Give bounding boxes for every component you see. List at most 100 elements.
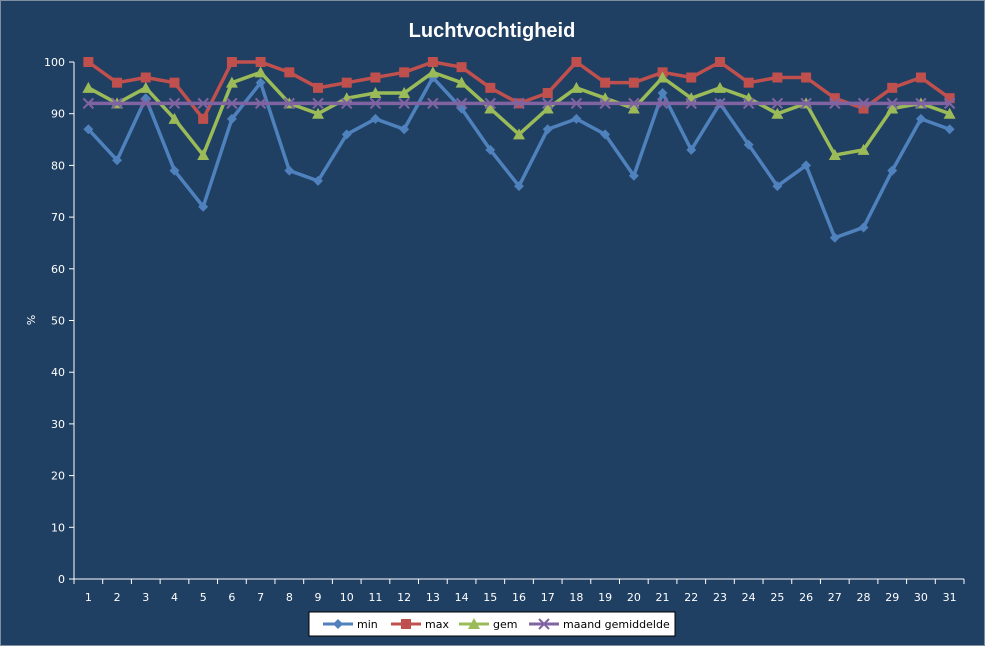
x-tick-label: 25 xyxy=(770,591,784,604)
x-tick-label: 12 xyxy=(397,591,411,604)
data-point xyxy=(542,124,553,135)
data-point xyxy=(485,82,496,93)
legend-label: gem xyxy=(493,618,517,631)
data-point xyxy=(427,57,438,67)
series-line xyxy=(87,60,951,121)
data-point xyxy=(198,113,209,124)
series-max xyxy=(83,57,955,124)
data-point xyxy=(369,87,382,99)
data-point xyxy=(226,113,237,124)
data-point xyxy=(312,107,325,119)
data-point xyxy=(628,97,640,110)
legend-label: max xyxy=(425,618,449,631)
data-point xyxy=(398,87,411,99)
data-point xyxy=(341,97,353,110)
data-point xyxy=(627,102,640,114)
data-point xyxy=(771,97,784,110)
data-point xyxy=(858,103,869,114)
data-point xyxy=(887,82,898,93)
y-tick-label: 30 xyxy=(51,418,65,431)
data-point xyxy=(542,97,554,110)
y-tick-label: 60 xyxy=(51,263,65,276)
y-tick-label: 40 xyxy=(51,366,65,379)
data-point xyxy=(284,165,295,176)
data-point xyxy=(686,144,697,155)
x-tick-label: 6 xyxy=(228,591,235,604)
data-point xyxy=(656,97,669,110)
data-point xyxy=(111,97,123,110)
data-point xyxy=(312,97,324,110)
y-tick-label: 100 xyxy=(44,56,65,69)
data-point xyxy=(599,97,611,110)
data-point xyxy=(857,97,870,110)
data-point xyxy=(628,170,639,181)
data-point xyxy=(943,107,956,119)
data-point xyxy=(742,97,755,110)
x-tick-label: 17 xyxy=(541,591,555,604)
series-layer xyxy=(82,57,956,243)
data-point xyxy=(772,181,783,192)
data-point xyxy=(542,88,553,99)
data-point xyxy=(254,97,267,110)
data-point xyxy=(139,81,152,93)
legend-item: min xyxy=(323,618,378,631)
data-point xyxy=(226,57,237,67)
data-point xyxy=(341,129,352,140)
legend-item: gem xyxy=(459,618,517,631)
series-line xyxy=(87,70,951,157)
x-tick-label: 24 xyxy=(742,591,756,604)
x-tick-label: 2 xyxy=(114,591,121,604)
data-point xyxy=(197,97,209,110)
data-point xyxy=(829,97,841,110)
data-point xyxy=(112,155,123,166)
data-point xyxy=(743,139,754,150)
data-point xyxy=(484,97,496,110)
x-tick-label: 15 xyxy=(483,591,497,604)
y-tick-label: 70 xyxy=(51,211,65,224)
data-point xyxy=(140,72,151,83)
data-point xyxy=(571,113,582,124)
data-point xyxy=(915,72,926,83)
legend-item: maand gemiddelde xyxy=(529,618,670,631)
x-tick-label: 27 xyxy=(828,591,842,604)
legend-label: maand gemiddelde xyxy=(563,618,670,631)
y-tick-label: 90 xyxy=(51,108,65,121)
data-point xyxy=(398,97,410,110)
data-point xyxy=(801,72,812,83)
legend-swatch-marker xyxy=(333,619,343,629)
x-tick-label: 7 xyxy=(257,591,264,604)
data-point xyxy=(456,62,467,73)
data-point xyxy=(943,97,956,110)
data-point xyxy=(313,175,324,186)
y-axis-label: % xyxy=(25,315,38,325)
data-point xyxy=(83,124,94,135)
data-point xyxy=(426,66,439,78)
legend: min max gem maand gemiddelde xyxy=(308,611,676,637)
data-point xyxy=(485,144,496,155)
data-point xyxy=(714,57,725,67)
legend-item: max xyxy=(391,618,449,631)
legend-box xyxy=(308,611,676,637)
data-point xyxy=(657,88,668,99)
data-point xyxy=(168,97,181,110)
data-point xyxy=(455,97,468,110)
data-point xyxy=(370,113,381,124)
data-point xyxy=(169,165,180,176)
data-point xyxy=(829,93,840,104)
y-tick-label: 20 xyxy=(51,470,65,483)
series-gem xyxy=(82,66,956,161)
data-point xyxy=(427,97,439,110)
data-point xyxy=(399,124,410,135)
legend-swatch-marker xyxy=(538,618,550,630)
data-point xyxy=(112,77,123,88)
chart-title: Luchtvochtigheid xyxy=(409,20,576,42)
data-point xyxy=(887,165,898,176)
data-point xyxy=(571,57,582,67)
data-point xyxy=(828,149,841,161)
x-tick-label: 1 xyxy=(85,591,92,604)
x-tick-label: 4 xyxy=(171,591,178,604)
data-point xyxy=(399,67,410,78)
x-tick-label: 19 xyxy=(598,591,612,604)
data-point xyxy=(771,107,784,119)
